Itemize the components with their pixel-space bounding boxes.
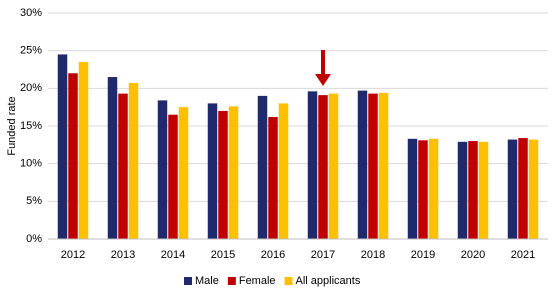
y-axis-label: Funded rate	[6, 96, 18, 155]
bar	[228, 106, 239, 239]
bar	[478, 141, 489, 239]
x-tick-label: 2015	[211, 249, 235, 261]
legend-label: Female	[239, 275, 276, 287]
bar	[168, 114, 178, 239]
bar	[318, 95, 328, 239]
bar	[68, 73, 78, 240]
y-tick-label: 5%	[26, 195, 42, 207]
y-tick-label: 15%	[20, 120, 42, 132]
y-tick-label: 10%	[20, 158, 42, 170]
x-tick-label: 2012	[61, 249, 85, 261]
bar	[328, 93, 339, 240]
legend-swatch	[227, 277, 236, 285]
legend: Male Female All applicants	[184, 275, 361, 287]
x-tick-label: 2017	[311, 249, 335, 261]
bar	[157, 100, 168, 240]
y-tick-label: 30%	[20, 7, 42, 19]
bar	[428, 138, 439, 239]
y-tick-label: 20%	[20, 82, 42, 94]
bar	[518, 138, 528, 239]
bar	[278, 103, 289, 240]
bar	[57, 54, 68, 239]
bar	[418, 140, 428, 239]
bar	[257, 95, 268, 239]
bar	[378, 92, 389, 239]
bar	[218, 110, 228, 239]
bar	[507, 139, 518, 239]
annotation-arrow	[315, 50, 331, 86]
legend-label: Male	[195, 275, 219, 287]
bar	[468, 141, 478, 239]
arrow-head	[315, 74, 331, 86]
bar	[107, 77, 118, 240]
x-tick-label: 2016	[261, 249, 285, 261]
legend-swatch	[184, 277, 192, 285]
bar	[407, 138, 418, 239]
bar	[268, 116, 278, 239]
bar	[207, 103, 218, 240]
x-tick-label: 2020	[461, 249, 485, 261]
x-tick-label: 2014	[161, 249, 185, 261]
x-tick-label: 2021	[511, 249, 535, 261]
x-tick-label: 2018	[361, 249, 385, 261]
y-tick-label: 25%	[20, 45, 42, 57]
bar	[307, 91, 318, 239]
bar	[178, 107, 189, 240]
bar	[357, 90, 368, 240]
x-tick-label: 2019	[411, 249, 435, 261]
bar	[368, 93, 378, 240]
legend-label: All applicants	[296, 275, 361, 287]
bar	[118, 93, 128, 240]
x-tick-label: 2013	[111, 249, 135, 261]
bar	[457, 141, 468, 239]
bar	[528, 139, 539, 239]
y-tick-label: 0%	[26, 233, 42, 245]
bar	[78, 61, 89, 239]
bar	[128, 83, 139, 239]
legend-swatch	[284, 277, 293, 285]
